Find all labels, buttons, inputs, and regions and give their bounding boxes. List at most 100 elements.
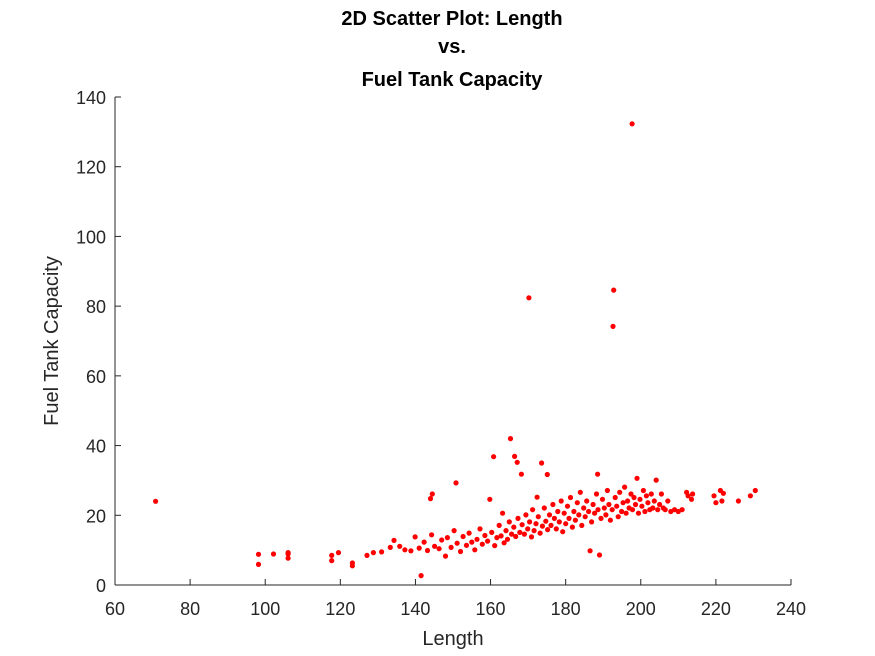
data-point — [534, 494, 540, 500]
data-point — [603, 512, 609, 518]
data-point — [586, 508, 592, 515]
title-line-1: 2D Scatter Plot: Length — [341, 8, 562, 30]
data-point — [444, 535, 450, 541]
data-point — [453, 480, 459, 486]
data-point — [662, 507, 668, 513]
data-point — [610, 323, 616, 329]
data-point — [466, 530, 472, 536]
data-point — [561, 510, 567, 516]
data-point — [531, 528, 537, 534]
data-point — [457, 548, 464, 555]
x-tick-label: 240 — [776, 599, 806, 619]
data-point — [629, 507, 636, 513]
data-point — [553, 526, 559, 532]
data-point — [469, 539, 475, 545]
data-point — [153, 498, 159, 504]
data-point — [402, 547, 408, 553]
data-point — [548, 522, 554, 529]
data-point — [720, 490, 727, 496]
data-point — [416, 545, 422, 551]
data-point — [492, 543, 498, 549]
data-point — [560, 529, 566, 535]
data-point — [685, 493, 691, 499]
data-point — [623, 510, 629, 516]
data-point — [539, 523, 546, 529]
y-tick-label: 60 — [86, 367, 106, 387]
data-point — [567, 494, 574, 501]
data-point — [533, 521, 539, 527]
data-point — [526, 295, 532, 301]
data-point — [491, 454, 497, 460]
data-point — [587, 548, 593, 554]
data-point — [563, 521, 569, 527]
y-tick-label: 20 — [86, 506, 106, 526]
data-point — [584, 498, 590, 504]
data-point — [590, 501, 596, 508]
data-point — [658, 491, 665, 497]
data-point — [485, 538, 491, 544]
data-point — [442, 553, 449, 559]
data-point — [645, 500, 651, 506]
data-point — [604, 487, 611, 494]
data-point — [650, 505, 656, 511]
data-point — [460, 533, 466, 540]
data-point — [752, 487, 758, 494]
data-point — [518, 471, 525, 477]
x-tick-label: 160 — [476, 599, 506, 619]
data-point — [506, 519, 512, 525]
data-point — [688, 496, 695, 502]
chart-title: 2D Scatter Plot: Length vs. Fuel Tank Ca… — [341, 8, 562, 91]
y-tick-label: 120 — [76, 158, 106, 178]
data-point — [515, 515, 521, 522]
data-point — [349, 563, 355, 569]
data-point — [631, 494, 637, 501]
data-point — [555, 508, 561, 515]
data-point — [625, 498, 631, 504]
data-point — [713, 500, 719, 506]
data-point — [500, 510, 506, 516]
data-point — [632, 501, 639, 508]
data-point — [643, 493, 650, 499]
data-point — [463, 542, 470, 548]
data-point — [589, 519, 595, 525]
data-point — [504, 536, 511, 542]
data-point — [364, 552, 370, 559]
x-tick-label: 200 — [626, 599, 656, 619]
data-point — [451, 528, 457, 534]
data-point — [651, 498, 657, 504]
data-point — [598, 515, 604, 522]
data-point — [379, 549, 385, 555]
data-point — [595, 507, 601, 513]
data-point — [511, 524, 517, 530]
data-point — [429, 532, 435, 538]
data-point — [489, 529, 495, 536]
data-point — [498, 533, 504, 539]
data-point — [421, 539, 427, 545]
title-line-3: Fuel Tank Capacity — [362, 69, 544, 91]
data-point — [606, 501, 612, 508]
data-point — [711, 493, 717, 499]
data-point — [550, 501, 556, 508]
y-axis-label: Fuel Tank Capacity — [41, 256, 63, 426]
data-point — [612, 494, 618, 501]
data-point — [387, 544, 393, 551]
data-point — [513, 533, 519, 540]
data-point — [614, 503, 620, 509]
y-tick-label: 0 — [96, 576, 106, 596]
data-point — [556, 519, 562, 525]
data-point — [285, 551, 291, 557]
title-line-2: vs. — [438, 36, 466, 58]
x-tick-label: 140 — [400, 599, 430, 619]
data-point — [611, 287, 617, 293]
data-point — [448, 544, 454, 551]
data-point — [622, 484, 628, 490]
data-point — [482, 532, 488, 539]
data-point — [509, 531, 515, 537]
data-point — [599, 496, 606, 502]
data-point — [521, 531, 528, 537]
data-point — [543, 518, 549, 524]
data-point — [558, 498, 564, 504]
data-point — [429, 491, 435, 497]
data-point — [255, 551, 262, 557]
